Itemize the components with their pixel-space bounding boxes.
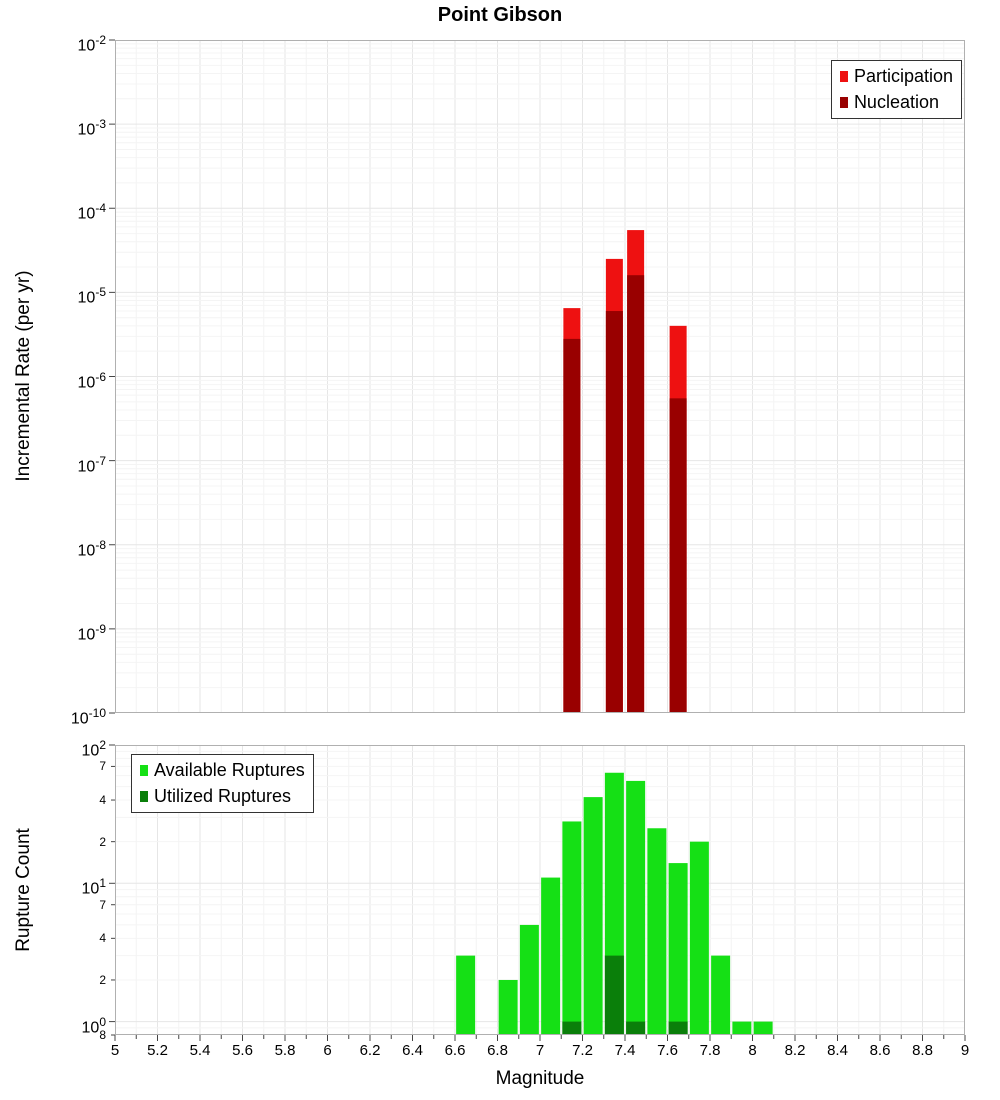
- x-tick-label: 5.8: [274, 1042, 296, 1059]
- y-tick-label: 2: [99, 972, 106, 987]
- top-plot-area: [115, 40, 965, 713]
- available-ruptures-bar: [711, 955, 731, 1035]
- available-ruptures-bar: [753, 1021, 773, 1035]
- available-ruptures-bar: [456, 955, 476, 1035]
- y-tick-label: 8: [99, 1028, 106, 1042]
- y-tick-label: 10-4: [77, 201, 106, 223]
- y-tick-label: 100: [81, 1014, 106, 1036]
- available-ruptures-bar: [498, 979, 518, 1035]
- x-tick-label: 5.2: [147, 1042, 168, 1059]
- legend-label: Available Ruptures: [154, 760, 305, 780]
- plot-svg: [115, 745, 965, 1035]
- x-tick-label: 7.4: [614, 1042, 636, 1059]
- nucleation-bars: [563, 275, 687, 713]
- x-tick-label: 7.8: [699, 1042, 721, 1059]
- x-tick-label: 9: [960, 1042, 970, 1059]
- nucleation-bar: [605, 311, 623, 713]
- legend-entry-participation: Participation: [839, 66, 953, 87]
- available-ruptures-bar: [583, 797, 603, 1035]
- x-tick-label: 6.8: [487, 1042, 508, 1059]
- available-ruptures-bar: [519, 924, 539, 1035]
- utilized-ruptures-bar: [562, 1021, 582, 1035]
- x-tick-label: 7.2: [572, 1042, 593, 1059]
- top-legend: Participation Nucleation: [830, 60, 962, 119]
- y-tick-label: 10-2: [77, 33, 106, 55]
- available-ruptures-bar: [732, 1021, 752, 1035]
- gridlines: [115, 745, 965, 1035]
- available-ruptures-swatch-icon: [140, 765, 148, 776]
- utilized-ruptures-swatch-icon: [140, 791, 148, 802]
- x-tick-label: 6.2: [359, 1042, 381, 1059]
- utilized-ruptures-bars: [562, 955, 688, 1035]
- participation-swatch-icon: [839, 71, 848, 82]
- x-tick-label: 7: [535, 1042, 545, 1059]
- y-tick-label: 4: [99, 793, 106, 808]
- plot-border: [115, 745, 965, 1035]
- y-tick-label: 10-10: [70, 706, 106, 728]
- x-tick-label: 8.8: [912, 1042, 933, 1059]
- legend-entry-utilized-ruptures: Utilized Ruptures: [140, 786, 305, 807]
- top-y-axis-title: Incremental Rate (per yr): [13, 270, 34, 482]
- legend-label: Participation: [853, 66, 953, 86]
- available-ruptures-bar: [562, 821, 582, 1035]
- available-ruptures-bars: [456, 772, 773, 1035]
- available-ruptures-bar: [647, 828, 667, 1035]
- y-tick-label: 102: [81, 738, 106, 760]
- legend-entry-available-ruptures: Available Ruptures: [140, 760, 305, 781]
- legend-entry-nucleation: Nucleation: [839, 92, 953, 113]
- plot-svg: [115, 40, 965, 713]
- x-tick-label: 6: [323, 1042, 332, 1059]
- x-tick-label: 8: [748, 1042, 757, 1059]
- bottom-legend: Available Ruptures Utilized Ruptures: [131, 754, 314, 813]
- available-ruptures-bar: [668, 863, 688, 1035]
- utilized-ruptures-bar: [626, 1021, 646, 1035]
- plot-border: [115, 40, 965, 713]
- x-tick-label: 8.6: [869, 1042, 891, 1059]
- x-tick-label: 7.6: [657, 1042, 678, 1059]
- nucleation-swatch-icon: [839, 97, 848, 108]
- y-tick-label: 10-8: [77, 537, 106, 560]
- y-tick-label: 7: [99, 759, 106, 774]
- utilized-ruptures-bar: [604, 955, 624, 1035]
- x-tick-label: 8.4: [827, 1042, 848, 1059]
- x-tick-label: 5.4: [189, 1042, 211, 1059]
- available-ruptures-bar: [689, 841, 709, 1035]
- available-ruptures-bar: [541, 877, 561, 1035]
- bottom-y-axis-title: Rupture Count: [13, 828, 34, 952]
- y-tick-label: 10-9: [77, 621, 106, 644]
- x-axis-title: Magnitude: [495, 1068, 585, 1089]
- nucleation-bar: [627, 275, 645, 713]
- nucleation-bar: [669, 398, 687, 713]
- x-tick-label: 5: [110, 1042, 120, 1059]
- utilized-ruptures-bar: [668, 1021, 688, 1035]
- nucleation-bar: [563, 338, 581, 713]
- y-tick-label: 10-3: [77, 117, 106, 139]
- chart-title: Point Gibson: [437, 4, 563, 26]
- legend-label: Utilized Ruptures: [154, 786, 292, 806]
- gridlines: [115, 40, 965, 713]
- x-tick-label: 6.6: [444, 1042, 466, 1059]
- legend-label: Nucleation: [853, 92, 939, 112]
- x-tick-label: 8.2: [784, 1042, 806, 1059]
- available-ruptures-bar: [626, 780, 646, 1035]
- x-tick-label: 6.4: [402, 1042, 423, 1059]
- x-tick-label: 5.6: [232, 1042, 253, 1059]
